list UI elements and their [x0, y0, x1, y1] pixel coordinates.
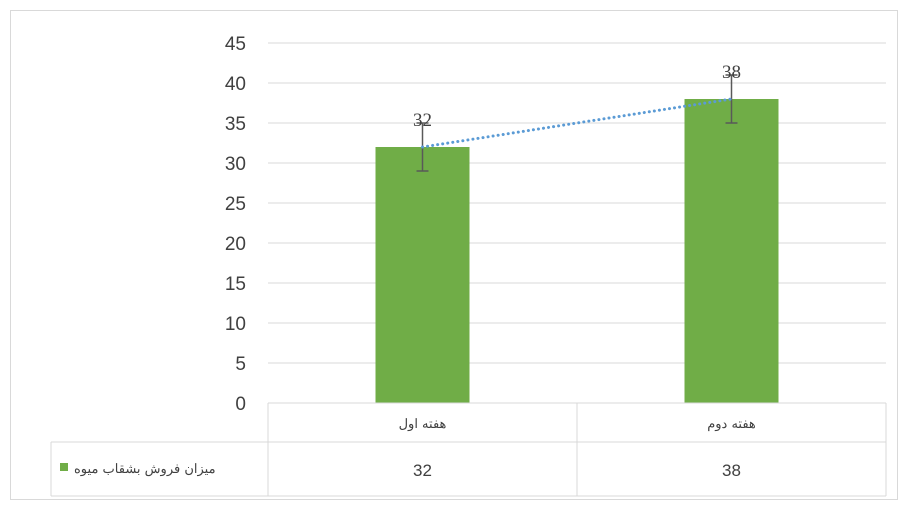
- y-tick-label: 35: [225, 114, 246, 135]
- table-value: 32: [413, 461, 432, 480]
- data-label: 32: [413, 110, 432, 131]
- legend-label: میزان فروش بشقاب میوه: [74, 462, 216, 477]
- trendline-line: [421, 97, 733, 149]
- y-tick-label: 15: [225, 274, 246, 295]
- trendline: [421, 97, 733, 149]
- y-tick-label: 25: [225, 194, 246, 215]
- y-tick-label: 40: [225, 74, 246, 95]
- bar: [375, 147, 470, 403]
- y-tick-label: 30: [225, 154, 246, 175]
- error-bar: [725, 74, 738, 124]
- table-value: 38: [722, 461, 741, 480]
- data-labels: 32 38: [413, 62, 741, 131]
- bars: [375, 99, 779, 403]
- category-label: هفته دوم: [707, 417, 756, 432]
- y-tick-label: 10: [225, 314, 246, 335]
- y-axis-ticks: 0 5 10 15 20 25 30 35 40 45: [225, 34, 246, 415]
- gridlines: [268, 42, 886, 364]
- y-tick-label: 45: [225, 34, 246, 55]
- y-tick-label: 5: [235, 354, 246, 375]
- data-table: هفته اول 32 هفته دوم 38 میزان فروش بشقاب میو…: [50, 402, 887, 497]
- category-label: هفته اول: [399, 417, 447, 432]
- legend-swatch: [60, 463, 68, 471]
- y-tick-label: 20: [225, 234, 246, 255]
- y-tick-label: 0: [235, 394, 246, 415]
- data-label: 38: [722, 62, 741, 83]
- bar: [684, 99, 779, 403]
